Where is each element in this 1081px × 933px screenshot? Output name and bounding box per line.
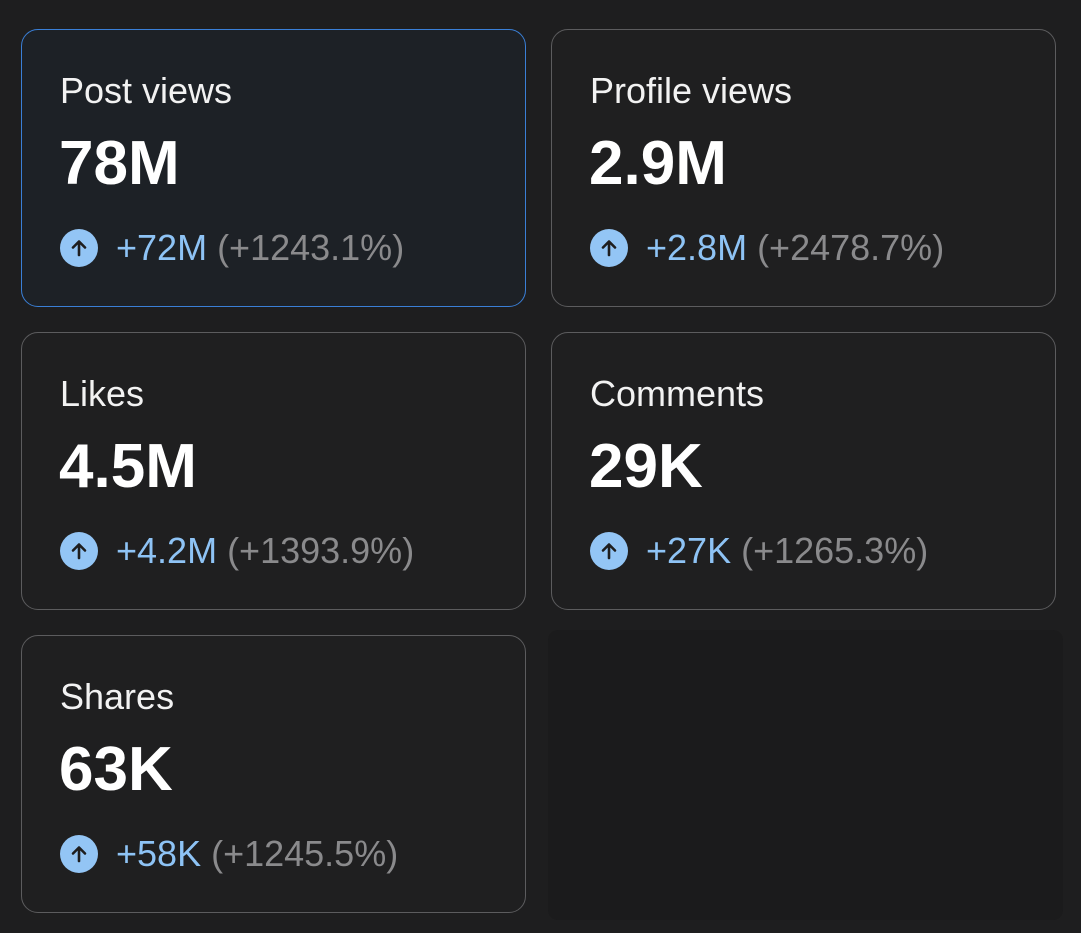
- metric-delta: +2.8M: [646, 227, 748, 268]
- metric-percent: (+1245.5%): [211, 833, 399, 874]
- metric-change: +2.8M (+2478.7%): [590, 226, 944, 270]
- metric-card-post-views[interactable]: Post views 78M +72M (+1243.1%): [21, 29, 526, 307]
- metric-delta: +4.2M: [116, 530, 218, 571]
- metric-change: +27K (+1265.3%): [590, 529, 928, 573]
- metric-percent: (+2478.7%): [757, 227, 945, 268]
- metric-label: Likes: [60, 373, 145, 414]
- arrow-up-icon: [60, 532, 98, 570]
- metric-change: +58K (+1245.5%): [60, 832, 398, 876]
- metric-value: 78M: [59, 129, 180, 198]
- metric-delta: +27K: [646, 530, 732, 571]
- metric-card-comments[interactable]: Comments 29K +27K (+1265.3%): [551, 332, 1056, 610]
- metric-delta: +72M: [116, 227, 208, 268]
- metric-percent: (+1243.1%): [217, 227, 405, 268]
- arrow-up-icon: [60, 229, 98, 267]
- metric-card-profile-views[interactable]: Profile views 2.9M +2.8M (+2478.7%): [551, 29, 1056, 307]
- metric-percent: (+1393.9%): [227, 530, 415, 571]
- metric-label: Profile views: [590, 70, 793, 111]
- metric-value: 63K: [59, 735, 173, 804]
- arrow-up-icon: [590, 229, 628, 267]
- metric-value: 2.9M: [589, 129, 727, 198]
- metric-label: Comments: [590, 373, 765, 414]
- empty-area: [548, 630, 1063, 920]
- metric-label: Shares: [60, 676, 175, 717]
- metric-change: +72M (+1243.1%): [60, 226, 404, 270]
- arrow-up-icon: [590, 532, 628, 570]
- metric-percent: (+1265.3%): [741, 530, 929, 571]
- metric-value: 29K: [589, 432, 703, 501]
- metric-delta: +58K: [116, 833, 202, 874]
- metric-change: +4.2M (+1393.9%): [60, 529, 414, 573]
- metric-value: 4.5M: [59, 432, 197, 501]
- metric-card-likes[interactable]: Likes 4.5M +4.2M (+1393.9%): [21, 332, 526, 610]
- metric-card-shares[interactable]: Shares 63K +58K (+1245.5%): [21, 635, 526, 913]
- metric-label: Post views: [60, 70, 233, 111]
- arrow-up-icon: [60, 835, 98, 873]
